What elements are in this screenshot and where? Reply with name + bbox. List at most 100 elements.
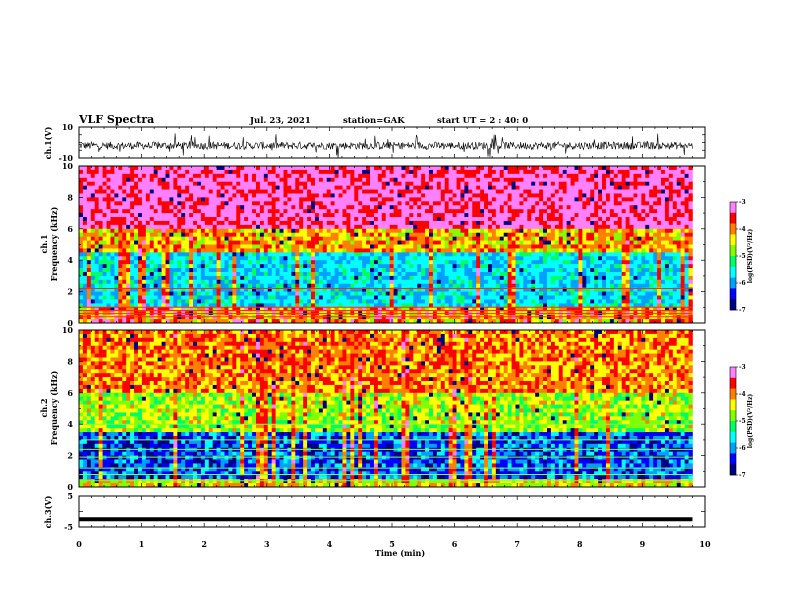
spectrogram-cell (421, 279, 426, 285)
spectrogram-cell (314, 252, 320, 257)
spectrogram-cell (220, 319, 225, 324)
spectrogram-cell (189, 209, 194, 214)
spectrogram-cell (98, 217, 103, 222)
spectrogram-cell (543, 307, 548, 312)
spectrogram-cell (82, 201, 88, 206)
spectrogram-cell (244, 319, 249, 324)
spectrogram-cell (358, 224, 363, 230)
spectrogram-cell (456, 173, 461, 179)
spectrogram-cell (554, 181, 560, 186)
spectrogram-cell (248, 295, 253, 300)
spectrogram-cell (487, 303, 493, 308)
spectrogram-cell (417, 244, 422, 249)
spectrogram-cell (330, 252, 335, 257)
spectrogram-cell (145, 177, 151, 182)
spectrogram-cell (212, 248, 217, 253)
spectrogram-cell (267, 256, 272, 261)
spectrogram-cell (546, 177, 552, 182)
spectrogram-cell (208, 169, 213, 175)
spectrogram-cell (539, 169, 544, 175)
spectrogram-cell (480, 315, 485, 320)
spectrogram-cell (196, 213, 202, 218)
spectrogram-cell (200, 287, 206, 292)
spectrogram-cell (311, 224, 316, 230)
spectrogram-cell (366, 295, 371, 300)
spectrogram-cell (405, 264, 410, 269)
spectrogram-cell (228, 197, 233, 202)
spectrogram-cell (196, 279, 202, 285)
spectrogram-cell (338, 228, 343, 234)
spectrogram-cell (366, 291, 371, 296)
spectrogram-cell (373, 228, 379, 234)
spectrogram-cell (531, 166, 536, 171)
spectrogram-cell (224, 220, 229, 226)
spectrogram-cell (495, 295, 501, 300)
spectrogram-cell (472, 205, 477, 210)
spectrogram-cell (401, 283, 406, 288)
spectrogram-cell (432, 260, 438, 265)
spectrogram-cell (381, 283, 387, 288)
spectrogram-cell (366, 248, 371, 253)
spectrogram-cell (122, 201, 127, 206)
spectrogram-cell (114, 283, 119, 288)
spectrogram-cell (232, 197, 237, 202)
spectrogram-cell (90, 189, 96, 194)
spectrogram-cell (134, 279, 139, 285)
spectrogram-cell (448, 189, 453, 194)
spectrogram-cell (283, 173, 288, 179)
spectrogram-cell (377, 291, 383, 296)
spectrogram-cell (102, 177, 107, 182)
spectrogram-cell (425, 240, 430, 245)
spectrogram-cell (287, 217, 292, 222)
spectrogram-cell (275, 260, 280, 265)
spectrogram-cell (515, 260, 520, 265)
spectrogram-cell (515, 185, 520, 190)
spectrogram-cell (200, 319, 206, 324)
spectrogram-cell (342, 307, 347, 312)
spectrogram-cell (141, 201, 147, 206)
ch1-waveform-line (78, 133, 693, 158)
spectrogram-cell (98, 197, 103, 202)
spectrogram-cell (189, 319, 194, 324)
spectrogram-cell (495, 315, 501, 320)
spectrogram-cell (252, 185, 257, 190)
spectrogram-cell (373, 307, 379, 312)
spectrogram-cell (228, 268, 233, 273)
spectrogram-cell (405, 166, 410, 171)
spectrogram-cell (413, 283, 418, 288)
spectrogram-cell (259, 173, 265, 179)
spectrogram-cell (149, 299, 155, 304)
spectrogram-cell (468, 271, 473, 277)
spectrogram-cell (413, 213, 418, 218)
spectrogram-cell (346, 166, 351, 171)
spectrogram-cell (432, 271, 438, 277)
spectrogram-cell (126, 295, 131, 300)
spectrogram-cell (448, 303, 453, 308)
spectrogram-cell (291, 299, 296, 304)
spectrogram-cell (491, 260, 497, 265)
spectrogram-cell (94, 295, 99, 300)
spectrogram-cell (311, 197, 316, 202)
spectrogram-cell (550, 185, 556, 190)
spectrogram-cell (126, 287, 131, 292)
spectrogram-cell (259, 232, 265, 237)
spectrogram-cell (476, 228, 481, 234)
spectrogram-cell (342, 299, 347, 304)
spectrogram-cell (216, 224, 221, 230)
spectrogram-cell (208, 173, 213, 179)
spectrogram-cell (464, 291, 469, 296)
spectrogram-cell (134, 283, 139, 288)
spectrogram-cell (425, 307, 430, 312)
spectrogram-cell (232, 287, 237, 292)
spectrogram-cell (118, 299, 123, 304)
spectrogram-cell (515, 303, 520, 308)
spectrogram-cell (102, 287, 107, 292)
spectrogram-cell (515, 283, 520, 288)
spectrogram-cell (322, 181, 328, 186)
spectrogram-cell (212, 232, 217, 237)
spectrogram-cell (303, 193, 308, 198)
spectrogram-cell (440, 299, 446, 304)
spectrogram-cell (149, 201, 155, 206)
spectrogram-cell (511, 268, 516, 273)
spectrogram-cell (86, 201, 92, 206)
